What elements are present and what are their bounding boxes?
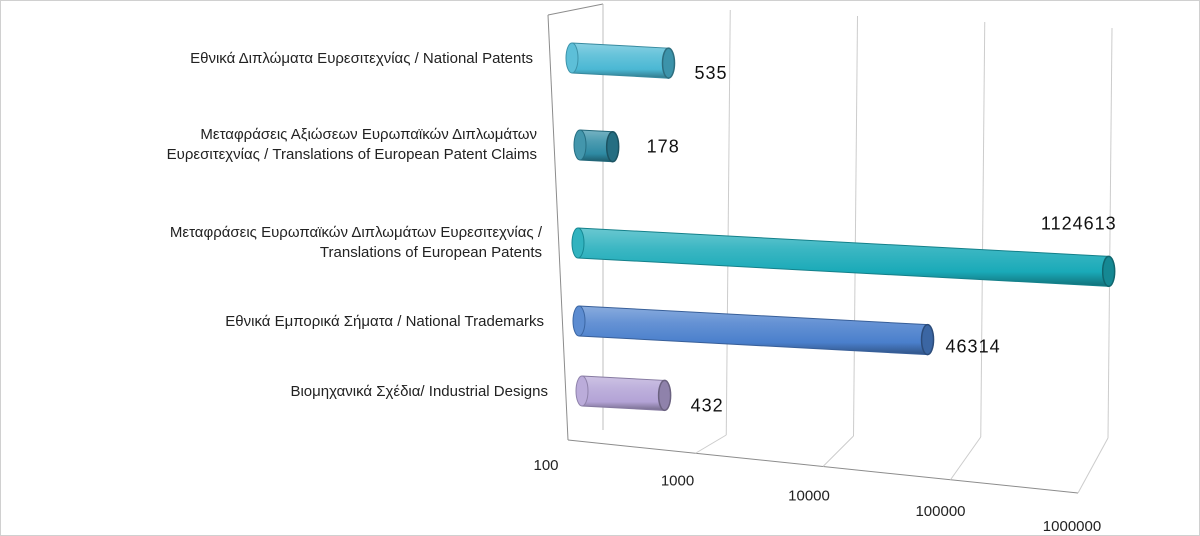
- x-tick-label: 1000: [661, 472, 694, 489]
- bar-start-cap: [573, 129, 587, 161]
- bar: [565, 42, 676, 79]
- category-label: Translations of European Patents: [320, 244, 542, 261]
- x-tick-label: 1000000: [1043, 518, 1101, 535]
- bar-end-cap: [1101, 255, 1116, 288]
- category-label: Βιομηχανικά Σχέδια/ Industrial Designs: [290, 383, 548, 400]
- bar-end-cap: [920, 323, 935, 356]
- bar-end-cap: [605, 130, 620, 163]
- data-label: 432: [691, 395, 724, 415]
- bar-start-cap: [565, 42, 579, 74]
- category-label: Μεταφράσεις Αξιώσεων Ευρωπαϊκών Διπλωμάτ…: [200, 126, 537, 143]
- gridline-vertical: [853, 15, 858, 437]
- gridline-vertical: [1107, 27, 1113, 439]
- bar-body: [571, 42, 670, 79]
- bar: [575, 375, 672, 412]
- bar-body: [581, 375, 666, 411]
- bar: [573, 129, 620, 163]
- left-wall-edge: [547, 14, 569, 441]
- bar-start-cap: [575, 375, 589, 407]
- bar-body: [578, 305, 929, 356]
- bar-start-cap: [572, 305, 586, 337]
- data-label: 46314: [946, 337, 1001, 357]
- gridline-floor: [822, 435, 854, 467]
- x-tick-label: 100: [533, 457, 558, 474]
- gridline-floor: [695, 434, 727, 454]
- bar-start-cap: [571, 227, 585, 259]
- bar-body: [577, 227, 1110, 287]
- category-label: Εθνικά Εμπορικά Σήματα / National Tradem…: [225, 313, 544, 330]
- gridline-floor: [1077, 437, 1109, 494]
- gridline-floor: [950, 436, 982, 481]
- bar-end-cap: [661, 47, 676, 79]
- category-label: Εθνικά Διπλώματα Ευρεσιτεχνίας / Nationa…: [190, 50, 533, 67]
- back-wall-top-edge: [547, 3, 604, 16]
- data-label: 535: [695, 63, 728, 83]
- bar-end-cap: [657, 379, 672, 412]
- data-label: 1124613: [1041, 213, 1117, 233]
- x-tick-label: 100000: [915, 503, 965, 520]
- bar: [572, 305, 935, 356]
- gridline-vertical: [725, 9, 731, 436]
- data-label: 178: [647, 137, 680, 157]
- category-label: Μεταφράσεις Ευρωπαϊκών Διπλωμάτων Ευρεσι…: [170, 224, 543, 241]
- x-tick-label: 10000: [788, 488, 830, 505]
- bar: [571, 227, 1116, 288]
- category-label: Ευρεσιτεχνίας / Translations of European…: [167, 146, 537, 163]
- gridline-vertical: [980, 21, 986, 438]
